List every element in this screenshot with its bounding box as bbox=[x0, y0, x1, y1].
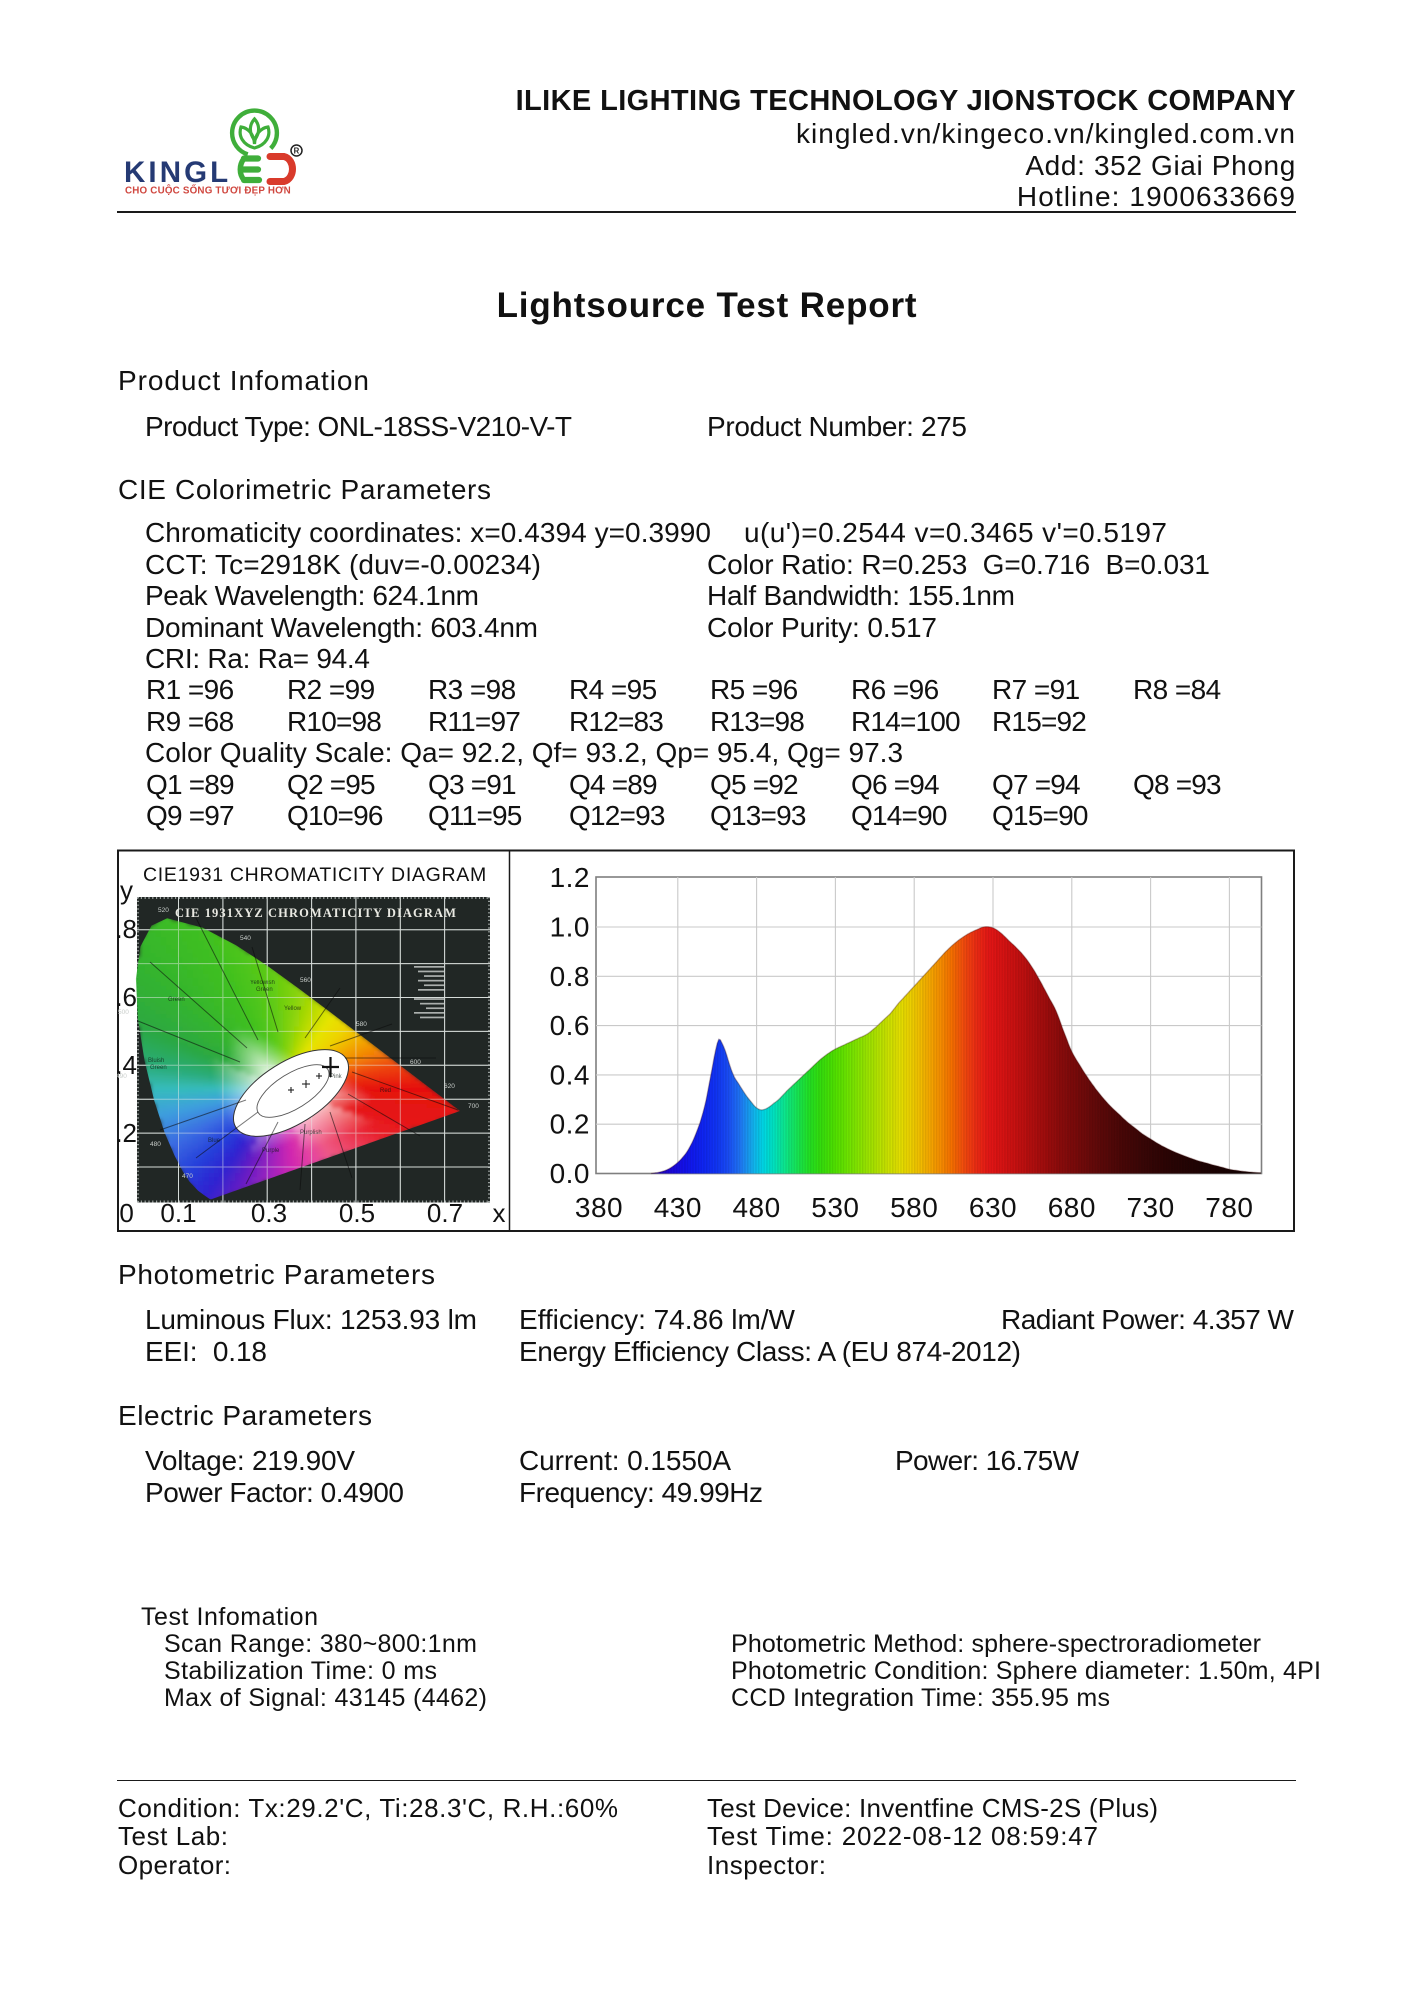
svg-text:0: 0 bbox=[119, 1198, 133, 1228]
svg-text:0.8: 0.8 bbox=[550, 961, 590, 992]
svg-text:Green: Green bbox=[168, 997, 185, 1003]
svg-text:.4: .4 bbox=[117, 1050, 137, 1080]
svg-text:580: 580 bbox=[890, 1192, 938, 1223]
svg-text:0.7: 0.7 bbox=[427, 1198, 463, 1228]
svg-text:520: 520 bbox=[158, 907, 169, 914]
svg-text:480: 480 bbox=[732, 1192, 780, 1223]
svg-text:Green: Green bbox=[256, 987, 273, 993]
svg-text:y: y bbox=[120, 875, 133, 905]
svg-text:Pink: Pink bbox=[330, 1074, 343, 1080]
svg-text:Green: Green bbox=[150, 1065, 167, 1071]
svg-text:470: 470 bbox=[182, 1173, 193, 1180]
svg-text:380: 380 bbox=[575, 1192, 623, 1223]
svg-text:540: 540 bbox=[240, 935, 251, 942]
svg-text:0.6: 0.6 bbox=[550, 1010, 590, 1041]
svg-text:0.2: 0.2 bbox=[550, 1109, 590, 1140]
svg-text:700: 700 bbox=[468, 1103, 479, 1110]
svg-text:Yellow: Yellow bbox=[284, 1006, 302, 1012]
svg-text:0.3: 0.3 bbox=[251, 1198, 287, 1228]
svg-text:580: 580 bbox=[356, 1021, 367, 1028]
svg-text:Blue: Blue bbox=[208, 1138, 221, 1144]
svg-text:600: 600 bbox=[410, 1059, 421, 1066]
svg-text:.2: .2 bbox=[117, 1118, 137, 1148]
svg-text:.8: .8 bbox=[117, 914, 137, 944]
svg-text:500: 500 bbox=[118, 1009, 129, 1016]
svg-text:KINGL: KINGL bbox=[124, 156, 231, 189]
svg-text:x: x bbox=[493, 1198, 506, 1228]
svg-text:R: R bbox=[294, 147, 300, 156]
svg-text:0.5: 0.5 bbox=[339, 1198, 375, 1228]
svg-text:1.0: 1.0 bbox=[550, 912, 590, 943]
svg-text:1.2: 1.2 bbox=[550, 862, 590, 893]
svg-text:CHO CUỘC SỐNG TƯƠI ĐẸP HƠN: CHO CUỘC SỐNG TƯƠI ĐẸP HƠN bbox=[125, 185, 291, 197]
svg-text:620: 620 bbox=[444, 1083, 455, 1090]
svg-text:0.0: 0.0 bbox=[550, 1158, 590, 1189]
svg-text:CIE 1931XYZ CHROMATICITY DIAGR: CIE 1931XYZ CHROMATICITY DIAGRAM bbox=[175, 906, 457, 920]
svg-text:CIE1931 CHROMATICITY DIAGRAM: CIE1931 CHROMATICITY DIAGRAM bbox=[143, 864, 487, 886]
svg-text:Bluish: Bluish bbox=[148, 1058, 164, 1064]
svg-text:.6: .6 bbox=[117, 982, 137, 1012]
svg-text:Purple: Purple bbox=[262, 1148, 280, 1154]
svg-text:560: 560 bbox=[300, 977, 311, 984]
svg-text:680: 680 bbox=[1048, 1192, 1096, 1223]
svg-text:530: 530 bbox=[811, 1192, 859, 1223]
svg-text:Purplish: Purplish bbox=[300, 1130, 322, 1136]
svg-text:480: 480 bbox=[150, 1141, 161, 1148]
svg-text:0.4: 0.4 bbox=[550, 1059, 590, 1090]
svg-text:0.1: 0.1 bbox=[160, 1198, 196, 1228]
svg-text:490: 490 bbox=[117, 1073, 127, 1080]
svg-text:Red: Red bbox=[380, 1088, 391, 1094]
svg-text:Yellowish: Yellowish bbox=[250, 980, 275, 986]
svg-text:430: 430 bbox=[654, 1192, 702, 1223]
svg-text:730: 730 bbox=[1126, 1192, 1174, 1223]
svg-text:630: 630 bbox=[969, 1192, 1017, 1223]
svg-text:780: 780 bbox=[1205, 1192, 1253, 1223]
